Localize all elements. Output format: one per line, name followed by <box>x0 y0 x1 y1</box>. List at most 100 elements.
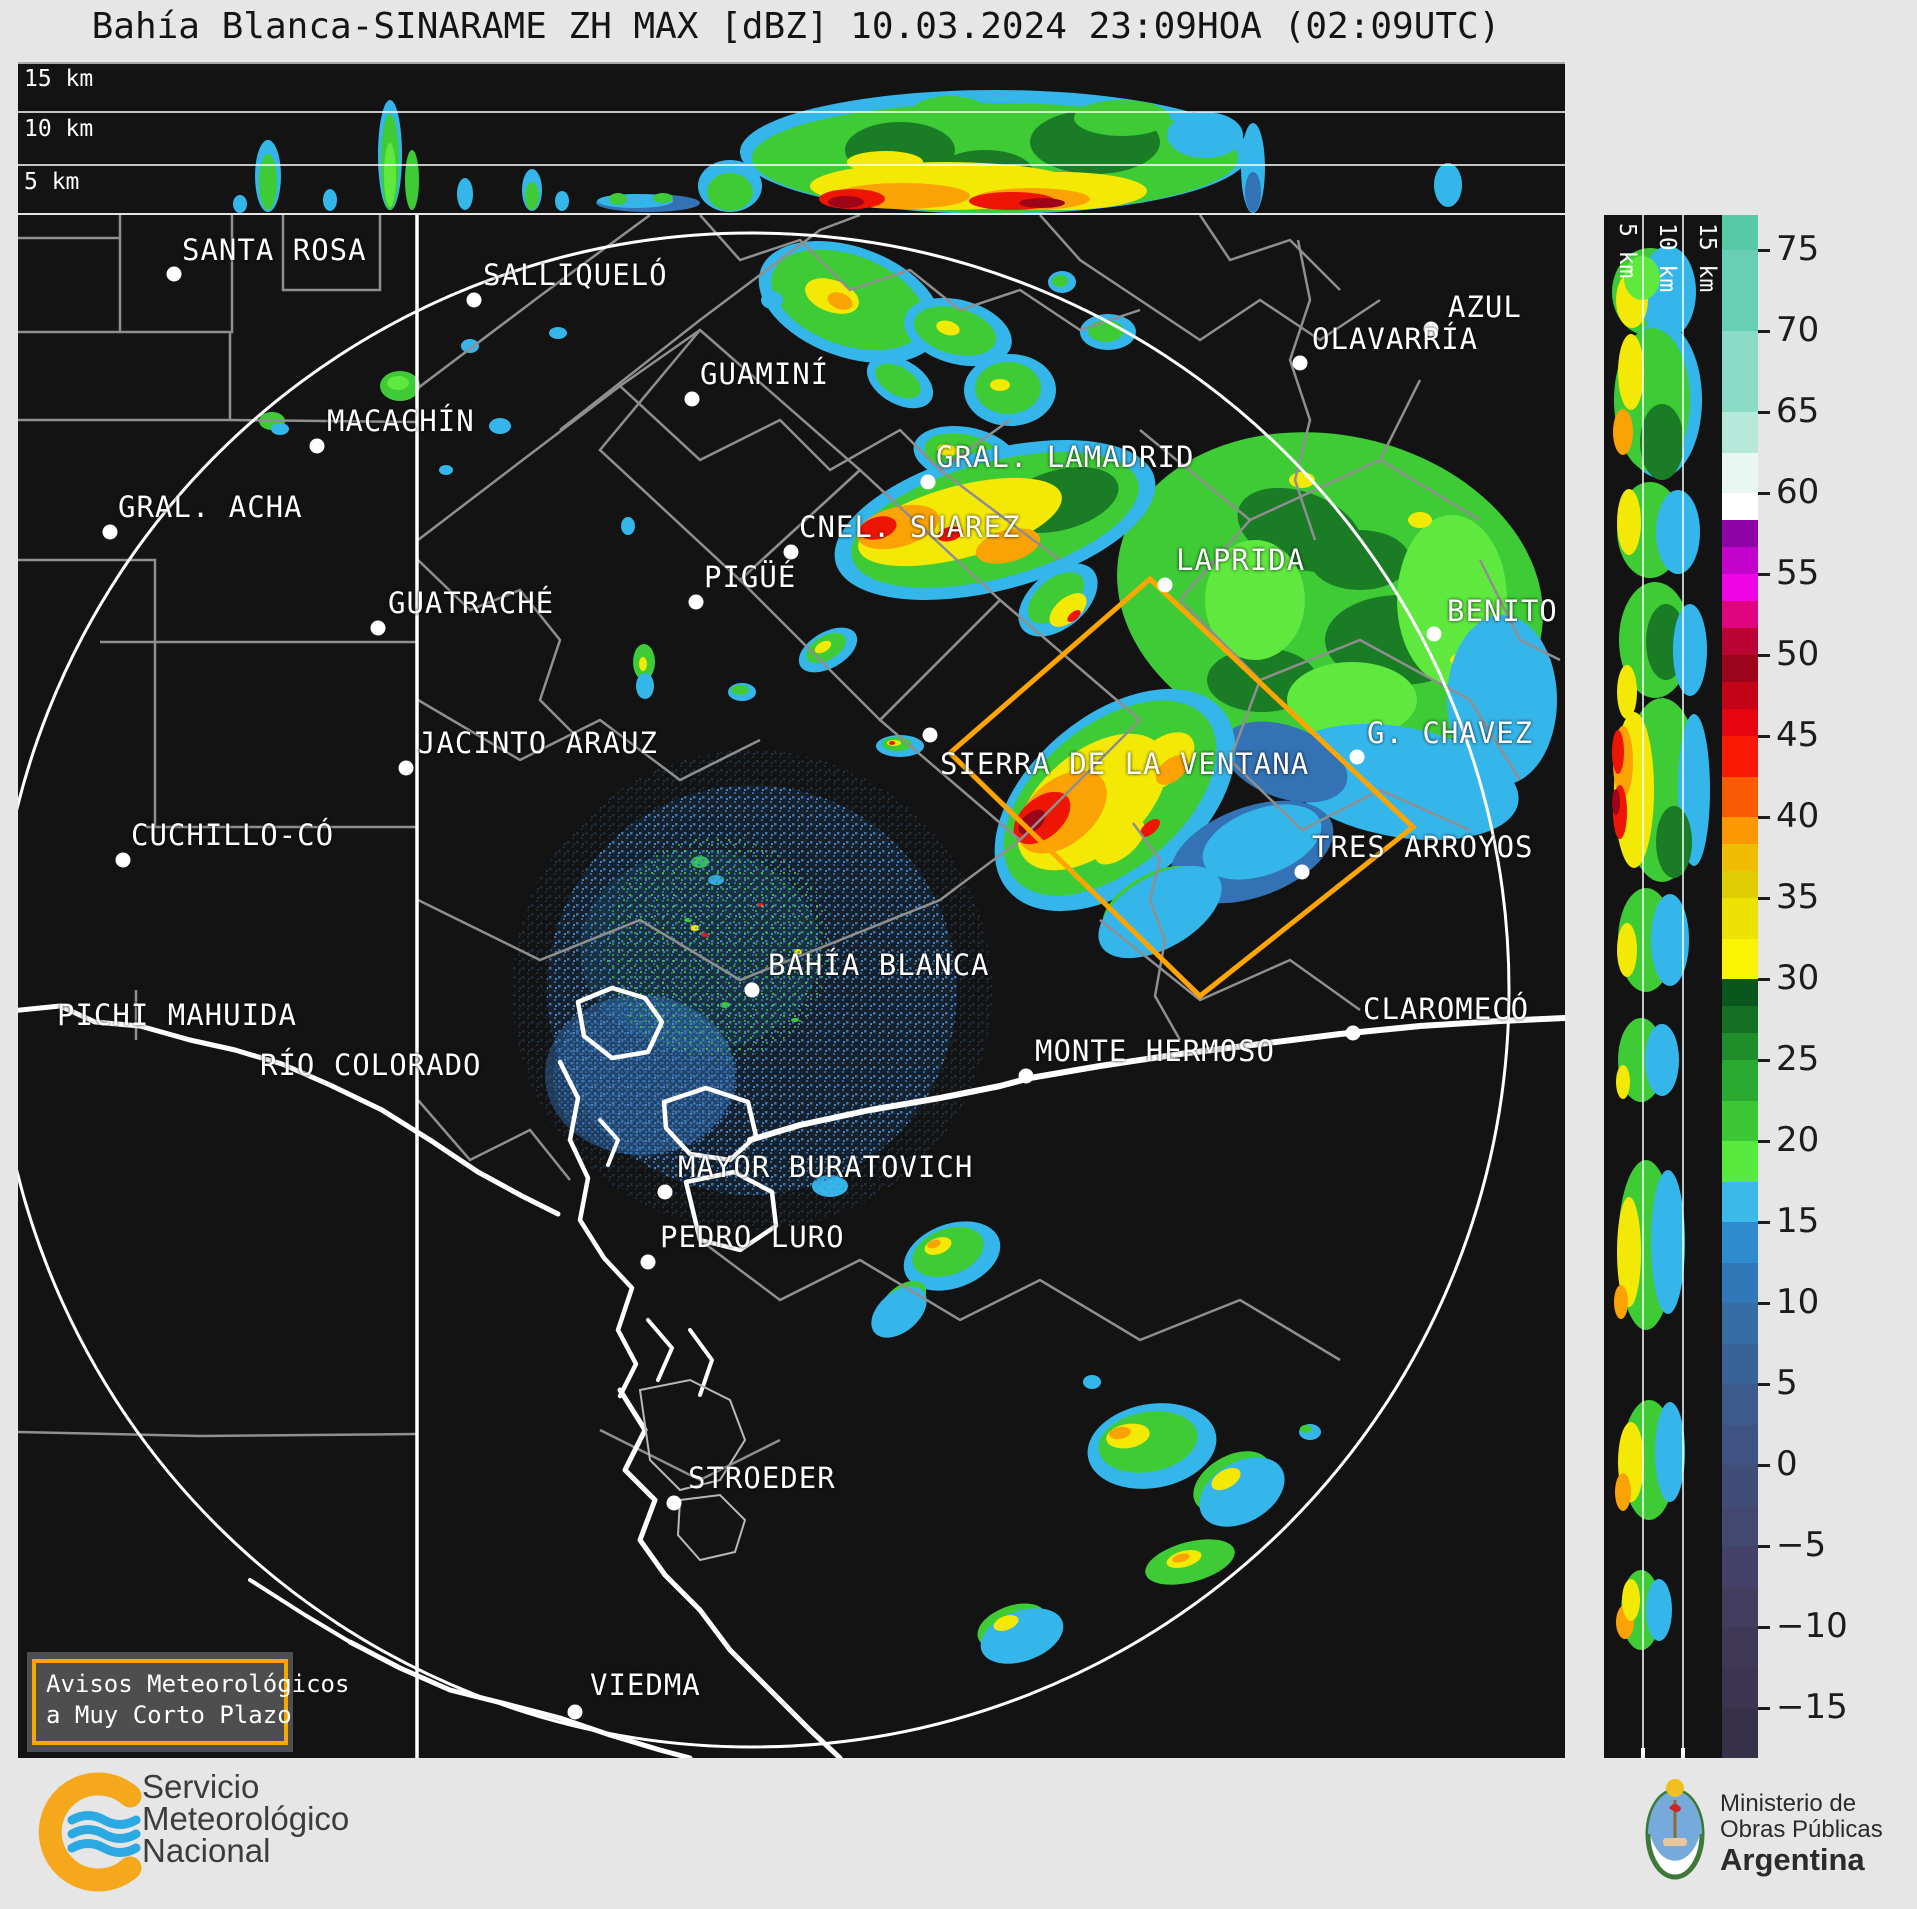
colorbar-tick-label: 70 <box>1776 310 1820 350</box>
city-label: JACINTO ARAUZ <box>418 726 658 760</box>
city-label: GUAMINÍ <box>700 357 830 391</box>
city-dot <box>1294 864 1310 880</box>
city-dot <box>1345 1025 1361 1041</box>
colorbar-tick <box>1758 411 1770 414</box>
ministry-line3: Argentina <box>1720 1842 1865 1877</box>
city-label: SIERRA DE LA VENTANA <box>940 747 1310 781</box>
colorbar-tick <box>1758 330 1770 333</box>
city-dot <box>922 727 938 743</box>
colorbar-tick-label: 30 <box>1776 958 1820 998</box>
colorbar-tick-label: 25 <box>1776 1039 1820 1079</box>
colorbar-tick <box>1758 1059 1770 1062</box>
city-dot <box>1349 749 1365 765</box>
colorbar-tick-label: 50 <box>1776 634 1820 674</box>
radar-range-circle <box>18 231 1511 1749</box>
warning-legend-box: Avisos Meteorológicos a Muy Corto Plazo <box>27 1652 350 1752</box>
city-label: CUCHILLO-CÓ <box>131 818 335 852</box>
city-dot <box>398 760 414 776</box>
top-altitude-label-15km: 15 km <box>24 66 94 92</box>
city-dot <box>688 594 704 610</box>
colorbar-tick-label: 75 <box>1776 229 1820 269</box>
city-dot <box>744 982 760 998</box>
city-dot <box>666 1495 682 1511</box>
colorbar-tick <box>1758 1626 1770 1629</box>
county-boundaries <box>18 215 1561 1482</box>
warning-area-polygon <box>946 575 1417 1000</box>
warning-legend-border: Avisos Meteorológicos a Muy Corto Plazo <box>32 1659 350 1745</box>
city-label: PICHI MAHUIDA <box>57 998 297 1032</box>
colorbar-tick <box>1758 978 1770 981</box>
smn-logo-icon <box>38 1772 142 1892</box>
right-cross-section-plot <box>1612 246 1710 1650</box>
colorbar-tick <box>1758 1707 1770 1710</box>
colorbar-tick-label: 40 <box>1776 796 1820 836</box>
city-label: PIGÜÉ <box>704 560 797 594</box>
city-dot <box>684 391 700 407</box>
city-label: CLAROMECÓ <box>1363 992 1530 1026</box>
argentina-coat-of-arms-icon <box>1645 1779 1705 1880</box>
colorbar-tick <box>1758 1464 1770 1467</box>
city-dot <box>102 524 118 540</box>
city-dot <box>1426 626 1442 642</box>
right-cross-section-panel: 5 km 10 km 15 km <box>1604 215 1758 1758</box>
colorbar-tick-label: 15 <box>1776 1201 1820 1241</box>
city-label: BAHÍA BLANCA <box>768 948 990 982</box>
colorbar-tick <box>1758 897 1770 900</box>
city-label: GUATRACHÉ <box>388 586 555 620</box>
right-altitude-label-15km: 15 km <box>1694 223 1720 293</box>
city-dot <box>783 544 799 560</box>
city-label: TRES ARROYOS <box>1312 830 1534 864</box>
colorbar-tick-label: 20 <box>1776 1120 1820 1160</box>
ministry-line1: Ministerio de <box>1720 1790 1857 1817</box>
city-label: RÍO COLORADO <box>260 1048 482 1082</box>
city-label: AZUL <box>1448 290 1522 324</box>
city-labels-layer: SANTA ROSA SALLIQUELÓ GUAMINÍ AZUL OLAVARRÍA… <box>18 215 1565 1758</box>
top-panel-gridlines <box>18 62 1565 166</box>
colorbar-tick <box>1758 816 1770 819</box>
radar-map-panel: SANTA ROSA SALLIQUELÓ GUAMINÍ AZUL OLAVARRÍA… <box>18 215 1565 1758</box>
city-dot <box>115 852 131 868</box>
colorbar-tick <box>1758 735 1770 738</box>
city-dot <box>166 266 182 282</box>
ministry-line2: Obras Públicas <box>1720 1816 1883 1843</box>
page-title: Bahía Blanca-SINARAME ZH MAX [dBZ] 10.03… <box>91 6 1501 47</box>
city-dot <box>640 1254 656 1270</box>
colorbar-tick-label: 10 <box>1776 1282 1820 1322</box>
city-dot <box>466 292 482 308</box>
city-dot <box>920 474 936 490</box>
warning-legend-line1: Avisos Meteorológicos <box>46 1670 350 1698</box>
colorbar-tick <box>1758 654 1770 657</box>
colorbar-tick-label: −10 <box>1776 1606 1848 1646</box>
city-dot <box>309 438 325 454</box>
city-label: G. CHAVEZ <box>1367 716 1534 750</box>
colorbar-tick-label: 35 <box>1776 877 1820 917</box>
city-label: GRAL. ACHA <box>118 490 303 524</box>
colorbar-tick <box>1758 573 1770 576</box>
city-label: PEDRO LURO <box>660 1220 845 1254</box>
colorbar-tick <box>1758 249 1770 252</box>
smn-name-line1: Servicio <box>142 1768 260 1805</box>
colorbar-tick-label: 45 <box>1776 715 1820 755</box>
colorbar-tick-label: 5 <box>1776 1363 1798 1403</box>
city-label: SALLIQUELÓ <box>483 258 668 292</box>
city-dots <box>102 266 1442 1720</box>
city-label: VIEDMA <box>590 1668 701 1702</box>
city-label: GRAL. LAMADRID <box>936 440 1195 474</box>
colorbar-tick-label: 55 <box>1776 553 1820 593</box>
coastline-rivers <box>18 985 1565 1758</box>
colorbar-tick-label: −15 <box>1776 1687 1848 1727</box>
city-dot <box>1423 321 1439 337</box>
warning-legend-line2: a Muy Corto Plazo <box>46 1701 292 1729</box>
colorbar-tick <box>1758 1545 1770 1548</box>
colorbar-tick <box>1758 1383 1770 1386</box>
colorbar-tick <box>1758 1140 1770 1143</box>
city-label: CNEL. SUAREZ <box>799 510 1021 544</box>
city-label: BENITO <box>1447 594 1558 628</box>
top-altitude-label-10km: 10 km <box>24 116 94 142</box>
right-altitude-label-10km: 10 km <box>1654 223 1680 293</box>
city-label: STROEDER <box>688 1461 836 1495</box>
colorbar-tick <box>1758 1221 1770 1224</box>
city-dot <box>657 1184 673 1200</box>
city-dot <box>1157 577 1173 593</box>
